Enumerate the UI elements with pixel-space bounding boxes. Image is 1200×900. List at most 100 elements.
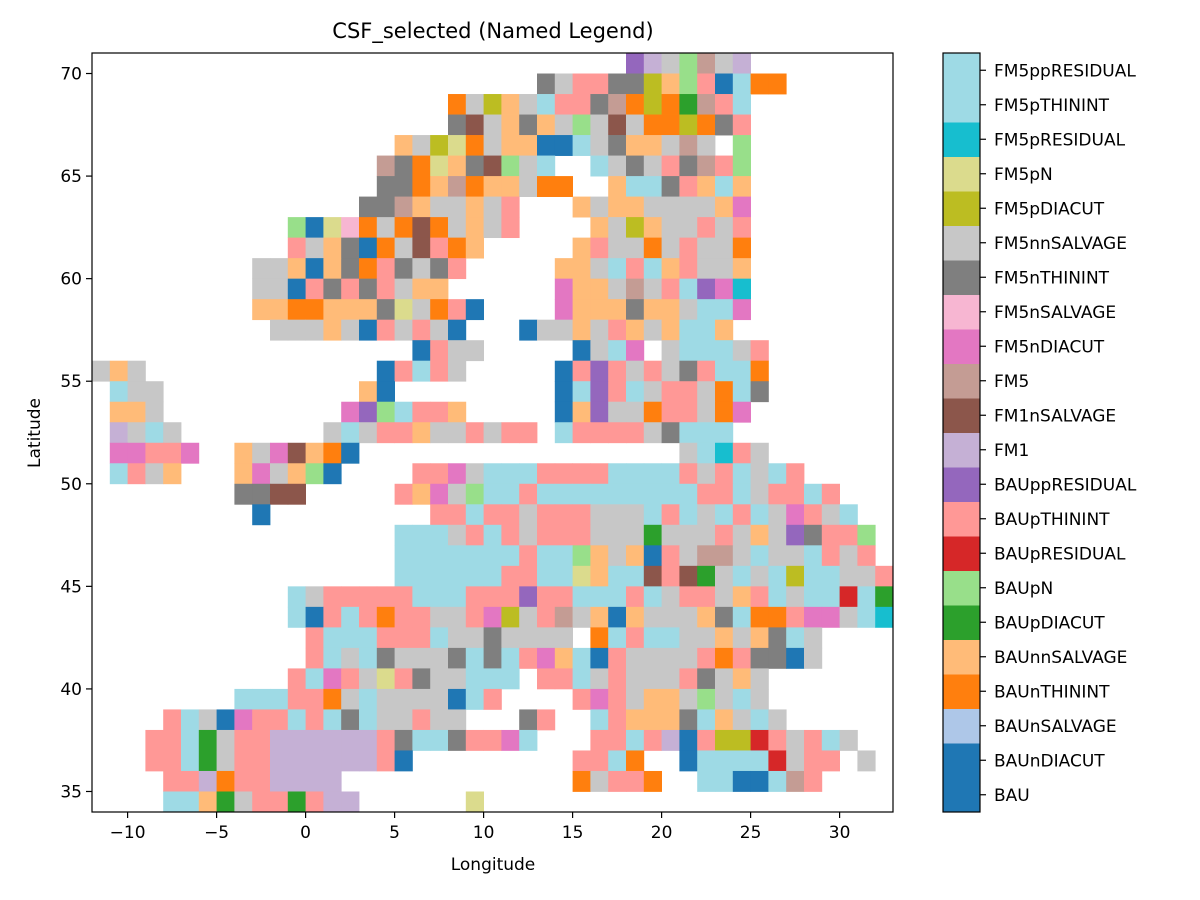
heatmap-cell: [608, 340, 627, 362]
colorbar-tick-label: FM5nSALVAGE: [994, 303, 1116, 323]
heatmap-cell: [786, 606, 805, 628]
heatmap-cell: [412, 463, 431, 485]
heatmap-cell: [216, 729, 235, 751]
x-tick-label: −5: [204, 823, 229, 843]
colorbar-swatch: [943, 260, 980, 295]
heatmap-cell: [198, 791, 217, 813]
heatmap-cell: [430, 135, 449, 156]
heatmap-cell: [750, 73, 769, 95]
heatmap-cell: [448, 217, 467, 239]
heatmap-cell: [465, 114, 484, 136]
heatmap-cell: [661, 545, 680, 567]
heatmap-cell: [323, 668, 342, 690]
heatmap-cell: [643, 729, 662, 751]
heatmap-cell: [679, 114, 698, 136]
heatmap-cell: [394, 729, 413, 751]
heatmap-cell: [626, 627, 645, 649]
heatmap-cell: [537, 668, 556, 690]
heatmap-cell: [643, 278, 662, 300]
heatmap-cell: [287, 319, 306, 341]
heatmap-cell: [483, 422, 502, 444]
heatmap-cell: [821, 729, 840, 751]
heatmap-cell: [465, 791, 484, 813]
heatmap-cell: [359, 422, 378, 444]
heatmap-cell: [501, 606, 520, 628]
heatmap-cell: [804, 770, 823, 792]
heatmap-cell: [626, 258, 645, 280]
heatmap-cell: [323, 688, 342, 710]
heatmap-cell: [839, 729, 858, 751]
heatmap-cell: [679, 504, 698, 526]
colorbar-swatch: [943, 743, 980, 778]
heatmap-cell: [359, 688, 378, 710]
heatmap-cell: [697, 237, 716, 259]
heatmap-cell: [465, 135, 484, 156]
heatmap-cell: [768, 73, 787, 95]
heatmap-cell: [715, 565, 734, 587]
heatmap-cell: [661, 504, 680, 526]
heatmap-cell: [430, 155, 449, 177]
heatmap-cell: [430, 709, 449, 731]
heatmap-cell: [465, 647, 484, 669]
heatmap-cell: [430, 668, 449, 690]
heatmap-cell: [341, 647, 360, 669]
heatmap-cell: [643, 381, 662, 403]
heatmap-cell: [572, 114, 591, 136]
heatmap-cell: [608, 155, 627, 177]
heatmap-cell: [554, 381, 573, 403]
heatmap-cell: [608, 135, 627, 156]
colorbar-swatch: [943, 605, 980, 640]
heatmap-cell: [679, 258, 698, 280]
heatmap-cell: [643, 709, 662, 731]
heatmap-cell: [590, 627, 609, 649]
heatmap-cell: [537, 545, 556, 567]
heatmap-cell: [786, 627, 805, 649]
heatmap-cell: [448, 606, 467, 628]
heatmap-cell: [359, 217, 378, 239]
heatmap-cell: [768, 606, 787, 628]
heatmap-cell: [448, 709, 467, 731]
heatmap-cell: [590, 729, 609, 751]
heatmap-cell: [376, 278, 395, 300]
heatmap-cell: [750, 586, 769, 608]
heatmap-cell: [643, 647, 662, 669]
heatmap-cell: [127, 442, 146, 464]
heatmap-cell: [608, 94, 627, 115]
heatmap-cell: [394, 483, 413, 505]
heatmap-cell: [715, 53, 734, 74]
heatmap-cell: [270, 791, 289, 813]
heatmap-cell: [661, 524, 680, 546]
heatmap-cell: [608, 176, 627, 197]
heatmap-cell: [412, 237, 431, 259]
heatmap-cell: [465, 586, 484, 608]
heatmap-cell: [715, 381, 734, 403]
heatmap-cell: [341, 688, 360, 710]
heatmap-cell: [697, 73, 716, 95]
heatmap-cell: [448, 401, 467, 423]
heatmap-cell: [572, 135, 591, 156]
heatmap-cell: [394, 319, 413, 341]
heatmap-cell: [109, 401, 128, 423]
heatmap-cell: [679, 627, 698, 649]
heatmap-cell: [305, 688, 324, 710]
heatmap-cell: [430, 340, 449, 362]
heatmap-cell: [679, 606, 698, 628]
heatmap-cell: [359, 627, 378, 649]
heatmap-cell: [732, 442, 751, 464]
heatmap-cell: [857, 606, 876, 628]
y-tick-label: 65: [60, 167, 82, 187]
heatmap-cell: [697, 114, 716, 136]
heatmap-cell: [608, 709, 627, 731]
heatmap-cell: [341, 299, 360, 321]
heatmap-cell: [501, 668, 520, 690]
heatmap-cell: [697, 647, 716, 669]
colorbar-swatch: [943, 363, 980, 399]
heatmap-cell: [697, 94, 716, 115]
colorbar-tick-label: BAUnnSALVAGE: [994, 648, 1127, 668]
heatmap-cell: [608, 483, 627, 505]
heatmap-cell: [323, 442, 342, 464]
heatmap-cell: [412, 135, 431, 156]
heatmap-cell: [341, 258, 360, 280]
heatmap-cell: [572, 770, 591, 792]
heatmap-cell: [626, 155, 645, 177]
